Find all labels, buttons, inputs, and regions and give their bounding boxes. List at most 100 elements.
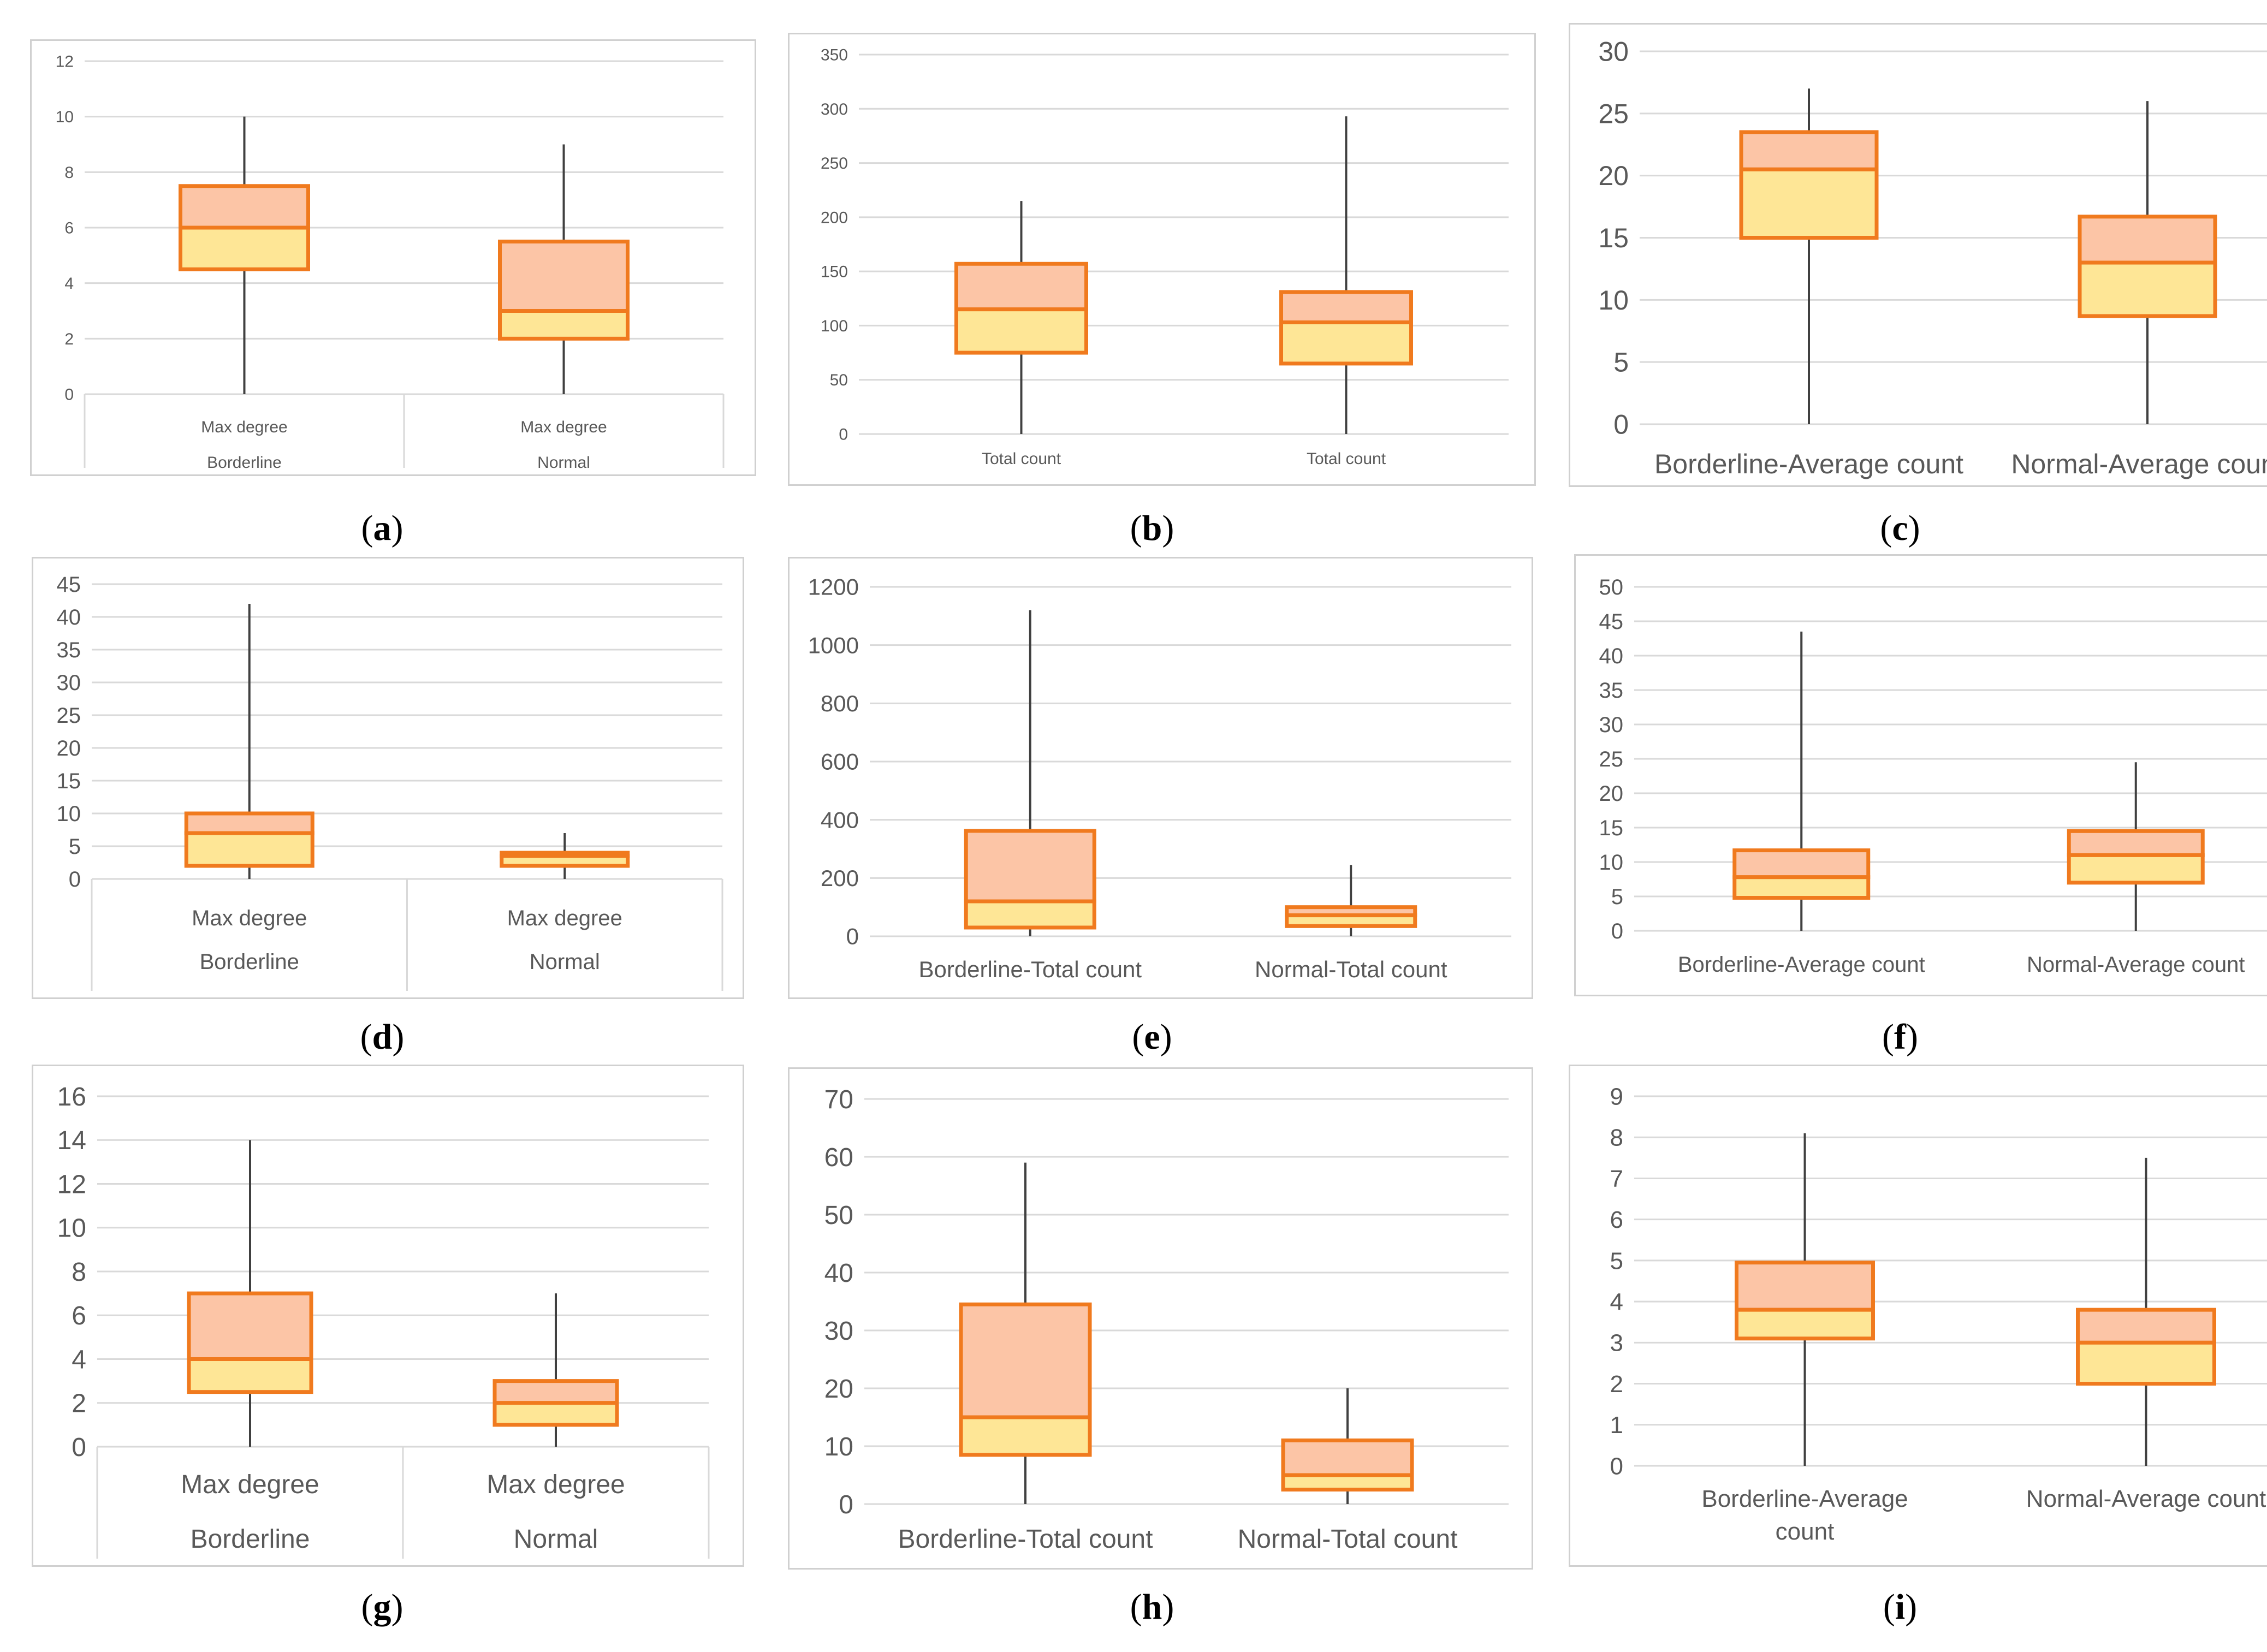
y-tick-label: 10	[1598, 285, 1629, 316]
y-tick-label: 200	[821, 865, 859, 891]
box-plot-first	[184, 604, 314, 879]
box-upper-quartile	[498, 239, 630, 313]
chart-svg: 0 10 20 30 40 50 60 70 Borderline-Total count Nor…	[788, 1067, 1533, 1570]
y-tick-label: 1	[1610, 1412, 1623, 1439]
y-tick-label: 35	[57, 638, 81, 662]
chart-svg: 0 200 400 600 800 1000 1200 Borderline-Total co…	[788, 557, 1533, 999]
chart-panel-a: 0 2 4 6 8 10 12 Max degree Borderline Max degree N…	[30, 39, 756, 476]
category-label: Normal-Average count	[2027, 953, 2245, 977]
chart-frame	[788, 33, 1536, 486]
chart-frame	[32, 557, 744, 999]
group-label: Borderline	[191, 1525, 310, 1554]
y-tick-label: 8	[1610, 1125, 1623, 1151]
y-tick-label: 10	[57, 1214, 86, 1243]
box-plot-second	[1279, 116, 1413, 434]
box-plot-first	[959, 1162, 1092, 1504]
group-label: Normal	[530, 950, 600, 974]
chart-panel-h: 0 10 20 30 40 50 60 70 Borderline-Total count Nor…	[788, 1067, 1533, 1570]
box-plot-first	[954, 201, 1088, 434]
chart-panel-g: 0 2 4 6 8 10 12 14 16 Max degree Borderline Max deg…	[32, 1065, 744, 1567]
chart-svg: 0 5 10 15 20 25 30 Borderline-Average count Norm…	[1569, 23, 2267, 487]
category-label: Borderline-Average count	[1654, 449, 1963, 479]
category-label: Total count	[982, 450, 1061, 468]
box-lower-quartile	[184, 831, 314, 868]
chart-panel-d: 0 5 10 15 20 25 30 35 40 45 Max degree Borderline Ma…	[32, 557, 744, 999]
y-tick-label: 30	[57, 671, 81, 695]
y-tick-label: 5	[1610, 1247, 1623, 1274]
category-label: Borderline-Total count	[898, 1525, 1153, 1554]
y-tick-label: 40	[824, 1259, 853, 1288]
box-lower-quartile	[1732, 875, 1871, 900]
y-tick-label: 45	[1599, 610, 1624, 634]
y-tick-label: 10	[824, 1433, 853, 1461]
box-lower-quartile	[1281, 1473, 1414, 1491]
box-plot-second	[500, 833, 630, 879]
category-label: Borderline-Average	[1701, 1485, 1908, 1512]
caption-f: (f)	[1882, 1017, 1918, 1057]
box-lower-quartile	[2076, 1340, 2216, 1386]
box-lower-quartile	[1285, 913, 1417, 928]
y-tick-label: 9	[1610, 1083, 1623, 1110]
chart-panel-f: 0 5 10 15 20 25 30 35 40 45 50 Borderline-Average c…	[1574, 554, 2267, 996]
box-upper-quartile	[964, 829, 1096, 904]
y-tick-label: 0	[1611, 919, 1623, 943]
y-tick-label: 0	[64, 386, 74, 404]
y-tick-label: 20	[1599, 782, 1624, 806]
y-tick-label: 20	[824, 1375, 853, 1404]
y-tick-label: 50	[1599, 575, 1624, 599]
y-tick-label: 6	[1610, 1207, 1623, 1233]
category-label: Normal-Average count	[2026, 1485, 2266, 1512]
y-tick-label: 12	[57, 1170, 86, 1199]
y-tick-label: 40	[57, 605, 81, 629]
y-tick-label: 4	[72, 1345, 86, 1374]
box-plot-first	[1732, 631, 1871, 931]
y-tick-label: 1000	[808, 632, 859, 658]
box-upper-quartile	[959, 1302, 1092, 1419]
chart-panel-e: 0 200 400 600 800 1000 1200 Borderline-Total co…	[788, 557, 1533, 999]
group-label: Borderline	[200, 950, 299, 974]
caption-a: (a)	[361, 508, 403, 548]
y-tick-label: 8	[72, 1258, 86, 1287]
y-tick-label: 16	[57, 1083, 86, 1112]
y-tick-label: 5	[1613, 347, 1629, 378]
y-tick-label: 40	[1599, 644, 1624, 668]
caption-d: (d)	[360, 1017, 405, 1057]
y-tick-label: 14	[57, 1126, 86, 1155]
box-upper-quartile	[954, 262, 1088, 312]
box-plot-first	[179, 116, 310, 394]
y-tick-label: 20	[1598, 161, 1629, 191]
y-tick-label: 10	[1599, 851, 1624, 875]
chart-svg: 0 2 4 6 8 10 12 14 16 Max degree Borderline Max deg…	[32, 1065, 744, 1567]
category-label: Total count	[1307, 450, 1386, 468]
y-tick-label: 50	[824, 1201, 853, 1230]
box-upper-quartile	[2078, 215, 2217, 265]
box-plot-second	[2078, 101, 2217, 424]
y-tick-label: 250	[821, 154, 848, 173]
y-tick-label: 0	[839, 1490, 853, 1519]
box-upper-quartile	[179, 184, 310, 230]
box-upper-quartile	[1739, 130, 1879, 171]
box-plot-first	[187, 1140, 313, 1447]
y-tick-label: 10	[57, 802, 81, 826]
y-tick-label: 7	[1610, 1166, 1623, 1192]
category-label: Max degree	[507, 906, 622, 930]
box-upper-quartile	[1279, 290, 1413, 324]
category-label: count	[1776, 1518, 1835, 1545]
y-tick-label: 20	[57, 736, 81, 760]
box-plot-second	[498, 144, 630, 394]
y-tick-label: 3	[1610, 1330, 1623, 1357]
y-tick-label: 50	[830, 371, 848, 389]
category-label: Normal-Average count	[2011, 449, 2267, 479]
category-label: Normal-Total count	[1255, 956, 1447, 982]
box-lower-quartile	[1735, 1308, 1875, 1341]
y-tick-label: 0	[1613, 409, 1629, 440]
y-tick-label: 2	[1610, 1371, 1623, 1398]
box-lower-quartile	[492, 1401, 619, 1427]
chart-panel-b: 0 50 100 150 200 250 300 350 Total count Total co…	[788, 33, 1536, 486]
y-tick-label: 30	[1599, 713, 1624, 737]
category-label: Borderline-Total count	[918, 956, 1142, 982]
y-tick-label: 5	[1611, 885, 1623, 909]
caption-h: (h)	[1130, 1587, 1174, 1627]
caption-g: (g)	[361, 1587, 403, 1627]
group-label: Borderline	[207, 454, 282, 472]
